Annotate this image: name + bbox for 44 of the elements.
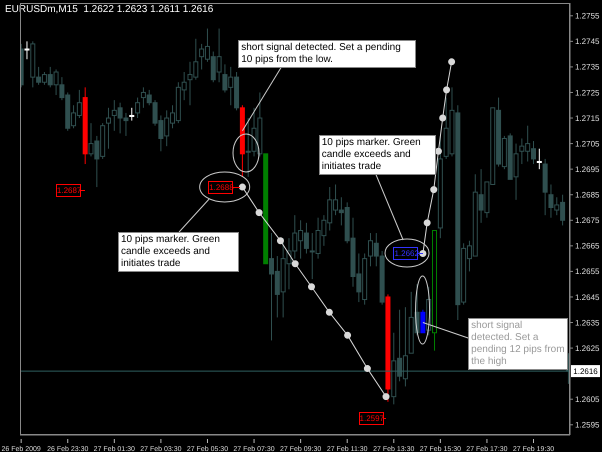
point [382,393,390,400]
y-tick-label: 1.2645 [575,292,600,302]
point [424,219,431,226]
y-tick-label: 1.2745 [575,37,600,46]
point [443,86,450,94]
y-tick-label: 1.2705 [575,139,600,148]
y-tick-label: 1.2635 [575,318,600,328]
y-tick-label: 1.2715 [575,114,600,123]
annotation: short signal detected. Set a pending 12 pips from the high [468,318,568,370]
annotation: 10 pips marker. Green candle exceeds and initiates trade [318,135,436,175]
candlestick [129,107,134,122]
y-tick-label: 1.2755 [575,12,600,21]
annotation: 1.2597 [358,412,384,425]
point [439,114,446,122]
candlestick [536,148,542,170]
point [430,186,438,194]
y-tick-label: 1.2595 [575,420,600,430]
point [326,308,333,316]
y-tick-label: 1.2605 [575,395,600,404]
candlestick [135,97,140,119]
y-tick-label: 1.2725 [575,88,600,98]
point [448,58,456,66]
point [238,184,246,191]
annotation: 1.2687 [56,184,82,197]
y-tick-label: 1.2655 [575,267,600,276]
y-tick-label: 1.2695 [575,164,600,174]
candlestick [106,107,111,150]
point [256,209,263,216]
point [364,365,371,372]
point [292,260,299,268]
y-tick-label: 1.2685 [575,190,600,200]
annotation: short signal detected. Set a pending 10 pips from the low. [238,40,416,68]
point [308,283,315,290]
candlestick [24,40,30,60]
candlestick [420,309,426,334]
annotation: 10 pips marker. Green candle exceeds and initiates trade [118,232,239,272]
y-tick-label: 1.2735 [575,62,600,72]
y-tick-label: 1.2665 [575,242,600,251]
y-tick-label: 1.2625 [575,344,600,353]
point [276,237,284,244]
y-tick-label: 1.2675 [575,216,600,226]
ref-line-label: 1.2616 [573,367,598,376]
point [344,332,352,339]
chart-title: EURUSDm,M15 1.2622 1.2623 1.2611 1.2616 [5,4,214,15]
